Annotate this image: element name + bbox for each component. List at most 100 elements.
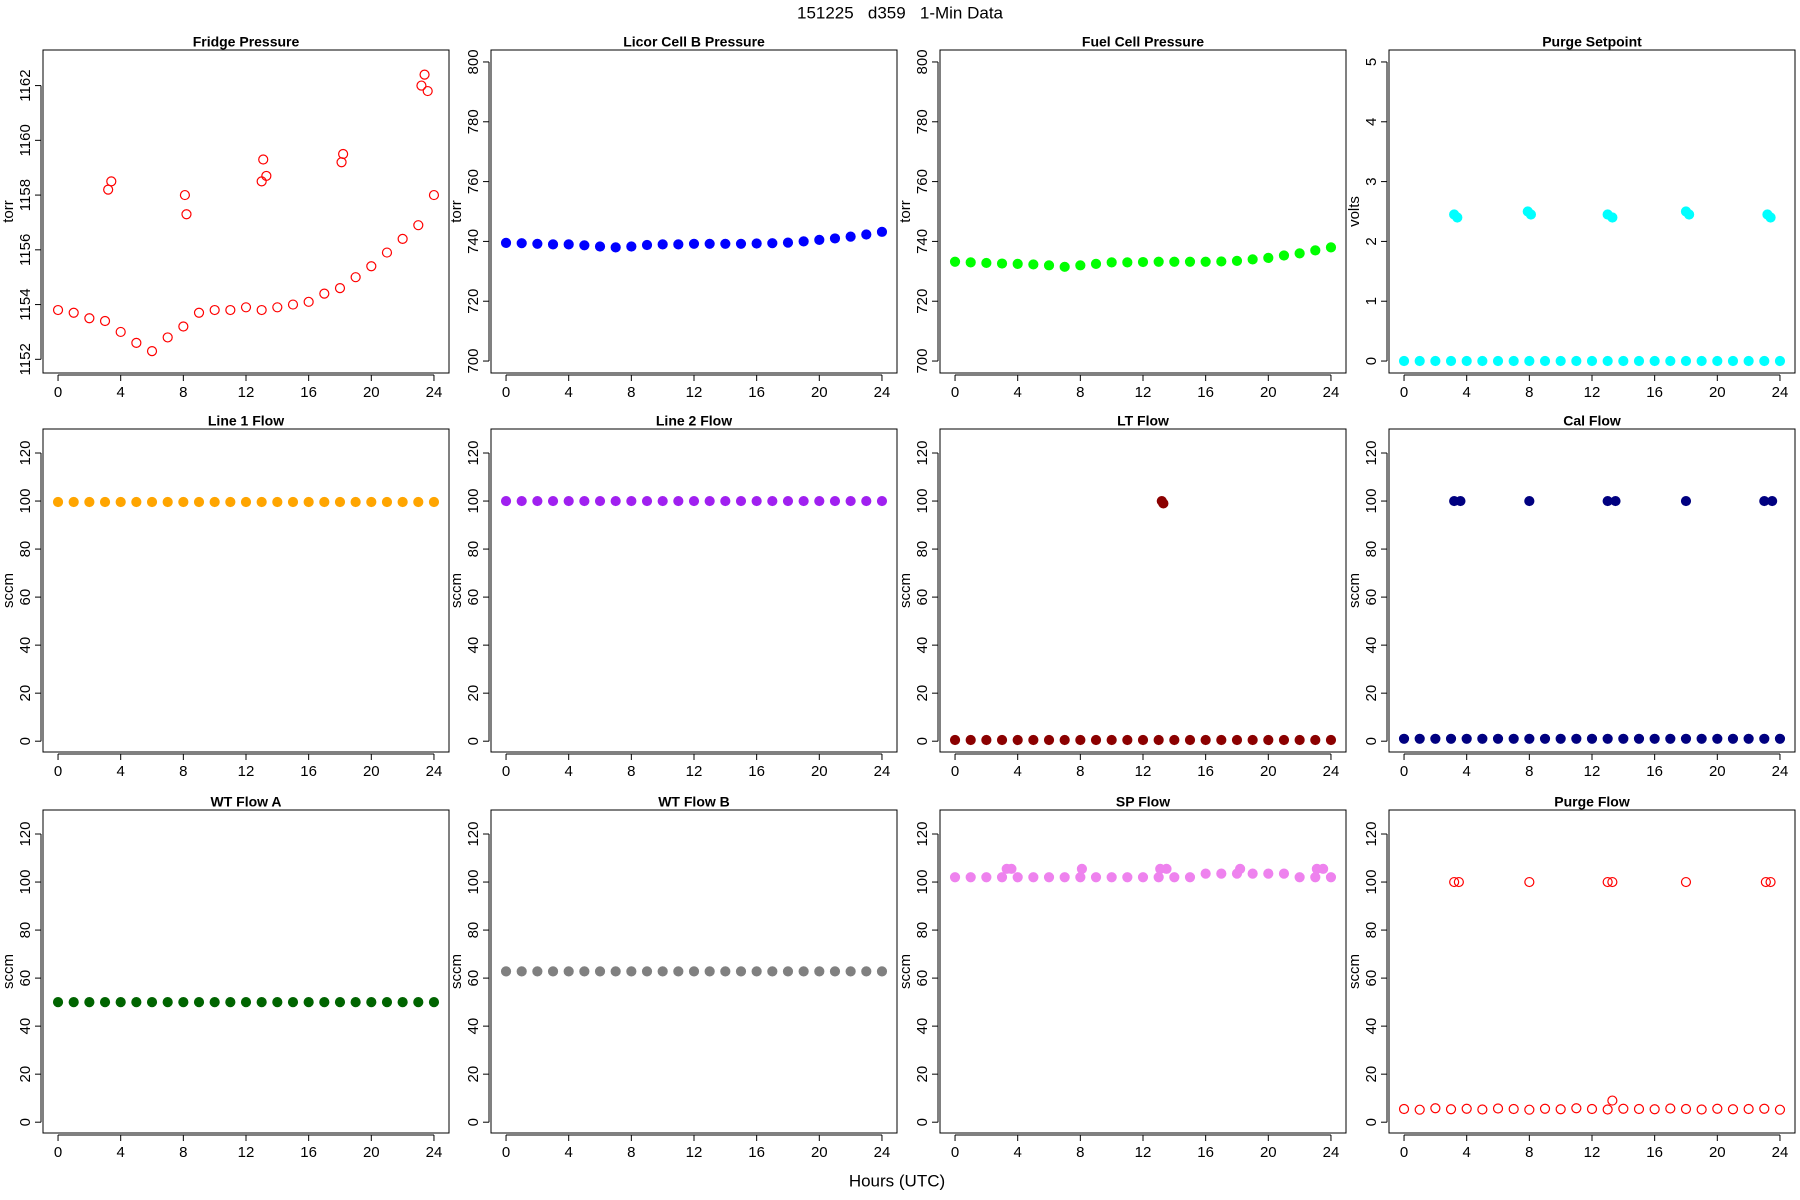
x-tick-label: 16 [748, 1144, 765, 1161]
data-point [1043, 734, 1055, 746]
data-point [1633, 1103, 1645, 1115]
y-tick-label: 100 [914, 870, 931, 895]
data-point [1571, 1103, 1582, 1114]
data-point [1076, 863, 1088, 874]
data-point [981, 257, 992, 269]
data-point [1680, 1103, 1692, 1115]
data-point [1607, 876, 1618, 888]
data-point [610, 495, 621, 507]
data-point [1727, 1104, 1739, 1115]
data-point [1477, 355, 1488, 367]
x-tick-label: 16 [748, 384, 765, 401]
data-point [1184, 872, 1196, 883]
data-point [1555, 1104, 1566, 1115]
y-tick-label: 80 [914, 922, 931, 939]
data-point [1278, 868, 1290, 879]
y-tick-label: 20 [17, 685, 34, 702]
x-tick-label: 12 [1135, 763, 1152, 780]
data-point [146, 346, 158, 357]
x-tick-label: 4 [1463, 384, 1471, 401]
y-tick-label: 80 [465, 541, 482, 558]
y-tick-label: 40 [17, 1018, 34, 1035]
data-point [1452, 212, 1463, 223]
data-point [610, 242, 621, 253]
plot-frame [42, 809, 450, 1134]
panel-title: Purge Flow [1554, 794, 1630, 810]
x-tick-label: 4 [565, 1144, 573, 1161]
y-tick-label: 1 [1363, 297, 1380, 305]
y-tick-label: 700 [465, 349, 482, 374]
y-tick-label: 80 [1363, 541, 1380, 558]
x-tick-label: 20 [1709, 763, 1726, 780]
data-point [1310, 734, 1321, 746]
y-tick-label: 1160 [17, 124, 34, 156]
data-point [413, 496, 424, 508]
data-point [225, 304, 236, 316]
data-point [1759, 355, 1770, 367]
y-tick-label: 800 [914, 49, 931, 74]
data-point [68, 307, 79, 318]
data-point [1169, 734, 1180, 746]
x-tick-label: 20 [1709, 384, 1726, 401]
plot-frame [42, 49, 450, 374]
data-point [1247, 734, 1258, 746]
panel-title: Licor Cell B Pressure [623, 34, 765, 50]
data-point [381, 496, 393, 508]
data-point [1153, 256, 1164, 267]
x-tick-label: 0 [502, 763, 510, 780]
y-tick-label: 80 [914, 541, 931, 558]
data-point [1216, 256, 1227, 267]
data-point [500, 966, 512, 977]
data-point [397, 496, 408, 508]
data-point [547, 495, 559, 507]
data-point [735, 966, 747, 977]
data-point [416, 80, 427, 91]
data-point [1492, 355, 1504, 367]
data-point [303, 496, 314, 508]
data-point [861, 495, 872, 507]
data-point [532, 495, 543, 507]
data-point [1607, 212, 1618, 223]
x-tick-label: 4 [1463, 1144, 1471, 1161]
data-point [1508, 733, 1519, 744]
data-point [1571, 733, 1582, 744]
data-point [1649, 733, 1660, 744]
data-point [68, 997, 79, 1008]
y-tick-label: 20 [914, 1066, 931, 1083]
data-point [1184, 734, 1196, 746]
data-point [99, 997, 111, 1008]
y-tick-label: 120 [465, 821, 482, 846]
y-tick-label: 1152 [17, 343, 34, 375]
x-tick-label: 8 [179, 763, 187, 780]
data-point [1555, 733, 1566, 744]
x-tick-label: 4 [1014, 384, 1022, 401]
data-point [829, 495, 841, 507]
data-point [1430, 1103, 1441, 1114]
data-point [1477, 733, 1488, 744]
data-point [1665, 733, 1676, 744]
data-point [181, 209, 192, 220]
data-point [981, 872, 992, 883]
data-point [532, 238, 543, 249]
plot-frame [1388, 428, 1796, 753]
y-tick-label: 800 [465, 49, 482, 74]
data-point [303, 296, 314, 307]
data-point [1294, 872, 1305, 883]
y-tick-label: 700 [914, 349, 931, 374]
data-point [579, 240, 590, 251]
data-point [1492, 1103, 1504, 1114]
data-point [334, 283, 346, 294]
x-tick-label: 20 [1260, 1144, 1277, 1161]
data-point [782, 495, 794, 507]
y-tick-label: 60 [17, 970, 34, 987]
y-tick-label: 720 [914, 289, 931, 314]
data-point [500, 495, 512, 507]
x-tick-label: 0 [951, 763, 959, 780]
panel-title: Line 2 Flow [656, 413, 732, 429]
y-tick-label: 5 [1363, 58, 1380, 66]
data-point [1571, 355, 1582, 367]
data-point [1696, 733, 1707, 744]
data-point [413, 997, 424, 1008]
x-tick-label: 4 [1463, 763, 1471, 780]
data-point [563, 239, 574, 250]
